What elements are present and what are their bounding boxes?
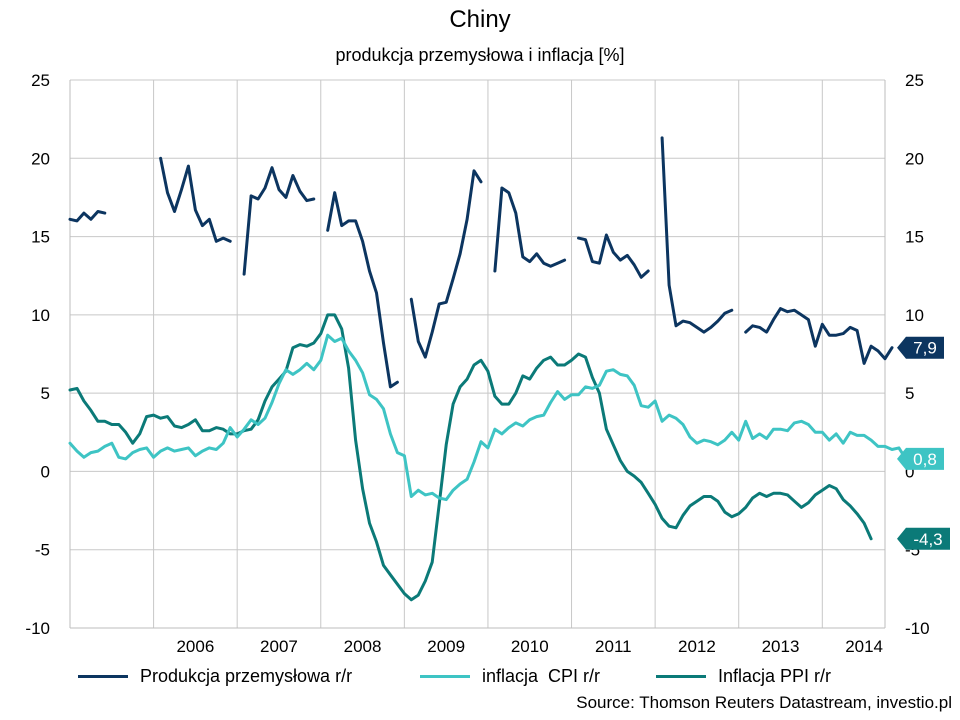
series-line-cpi xyxy=(68,333,908,502)
y-tick-label-left: 10 xyxy=(31,306,50,325)
x-tick-label: 2006 xyxy=(176,637,214,656)
series-line-ip xyxy=(409,169,483,359)
legend-swatch-cpi xyxy=(420,675,470,678)
end-label-tag-ip xyxy=(897,336,944,359)
legend: Produkcja przemysłowa r/r inflacja CPI r… xyxy=(0,666,960,690)
x-tick-label: 2011 xyxy=(595,637,632,656)
y-tick-label-left: 20 xyxy=(31,149,50,168)
series-line-ip xyxy=(493,186,567,273)
y-tick-label-right: 25 xyxy=(905,71,924,90)
series-line-ip xyxy=(242,166,316,276)
y-tick-label-right: 0 xyxy=(905,462,914,481)
end-labels: 7,9 0,8 -4,3 xyxy=(897,336,950,550)
legend-item-cpi: inflacja CPI r/r xyxy=(420,666,600,687)
y-tick-label-left: 5 xyxy=(41,384,50,403)
x-tick-label: 2007 xyxy=(260,637,298,656)
series-lines xyxy=(68,136,908,602)
legend-swatch-ip xyxy=(78,675,128,678)
source-note: Source: Thomson Reuters Datastream, inve… xyxy=(576,693,952,712)
legend-label-ip: Produkcja przemysłowa r/r xyxy=(140,666,353,686)
end-label-tag-ppi xyxy=(897,527,950,550)
series-line-ip xyxy=(577,233,650,279)
end-label-value-cpi: 0,8 xyxy=(913,450,937,469)
y-tick-label-right: -10 xyxy=(905,619,930,638)
series-line-ip xyxy=(68,210,107,223)
legend-swatch-ppi xyxy=(656,675,706,678)
legend-label-ppi: Inflacja PPI r/r xyxy=(718,666,832,686)
y-tick-label-left: -10 xyxy=(25,619,50,638)
y-tick-label-left: 0 xyxy=(41,462,50,481)
x-tick-label: 2010 xyxy=(511,637,549,656)
series-line-ppi xyxy=(68,313,873,602)
chart-subtitle: produkcja przemysłowa i inflacja [%] xyxy=(335,45,625,65)
x-tick-label: 2013 xyxy=(762,637,800,656)
series-line-ip xyxy=(326,191,399,389)
x-tick-label: 2014 xyxy=(845,637,883,656)
x-tick-label: 2009 xyxy=(427,637,465,656)
y-tick-label-right: 15 xyxy=(905,228,924,247)
y-tick-label-left: 15 xyxy=(31,228,50,247)
chart-title: Chiny xyxy=(449,6,511,33)
end-label-value-ppi: -4,3 xyxy=(913,530,942,549)
legend-item-ip: Produkcja przemysłowa r/r xyxy=(78,666,352,687)
end-label-tag-cpi xyxy=(897,447,944,470)
x-tick-label: 2008 xyxy=(344,637,382,656)
y-tick-label-left: -5 xyxy=(35,541,50,560)
x-tick-label: 2012 xyxy=(678,637,716,656)
y-tick-label-right: 20 xyxy=(905,149,924,168)
series-line-ip xyxy=(159,156,232,243)
series-line-ip xyxy=(744,307,894,365)
y-tick-label-right: 10 xyxy=(905,306,924,325)
series-line-ip xyxy=(660,136,734,334)
gridlines xyxy=(70,79,885,629)
y-tick-label-right: 5 xyxy=(905,384,914,403)
legend-label-cpi: inflacja CPI r/r xyxy=(482,666,601,686)
legend-item-ppi: Inflacja PPI r/r xyxy=(656,666,831,687)
end-label-value-ip: 7,9 xyxy=(913,339,937,358)
y-tick-label-left: 25 xyxy=(31,71,50,90)
